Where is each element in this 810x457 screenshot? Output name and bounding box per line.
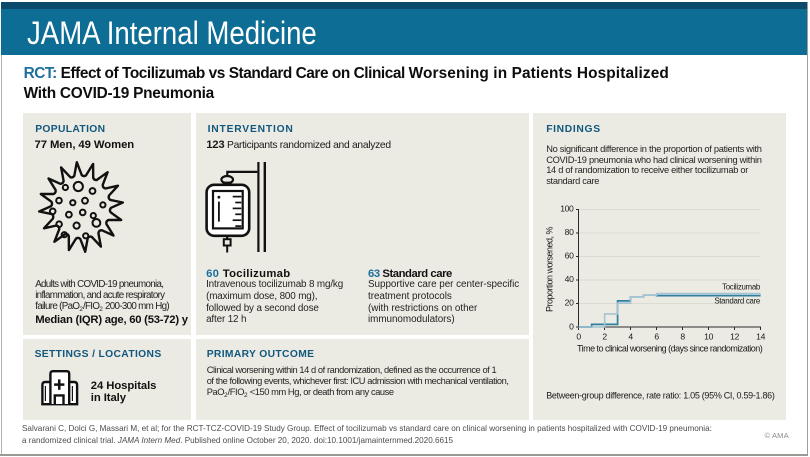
svg-text:Standard care: Standard care [714, 297, 761, 306]
svg-text:Time to clinical worsening (da: Time to clinical worsening (days since r… [577, 343, 763, 353]
svg-text:0: 0 [576, 332, 581, 342]
svg-text:60: 60 [565, 251, 574, 261]
svg-text:Proportion worsened, %: Proportion worsened, % [545, 226, 555, 312]
svg-text:20: 20 [565, 298, 574, 308]
svg-text:Between-group difference, rate: Between-group difference, rate ratio: 1.… [546, 390, 775, 400]
svg-text:14: 14 [756, 332, 765, 342]
svg-text:4: 4 [628, 332, 633, 342]
svg-text:8: 8 [680, 332, 685, 342]
svg-text:12: 12 [730, 332, 739, 342]
svg-text:10: 10 [704, 332, 713, 342]
svg-text:Tocilizumab: Tocilizumab [722, 283, 761, 292]
svg-text:0: 0 [569, 321, 574, 331]
svg-text:2: 2 [602, 332, 607, 342]
svg-text:80: 80 [565, 227, 574, 237]
svg-text:100: 100 [560, 204, 574, 214]
svg-text:40: 40 [565, 274, 574, 284]
svg-text:6: 6 [654, 332, 659, 342]
